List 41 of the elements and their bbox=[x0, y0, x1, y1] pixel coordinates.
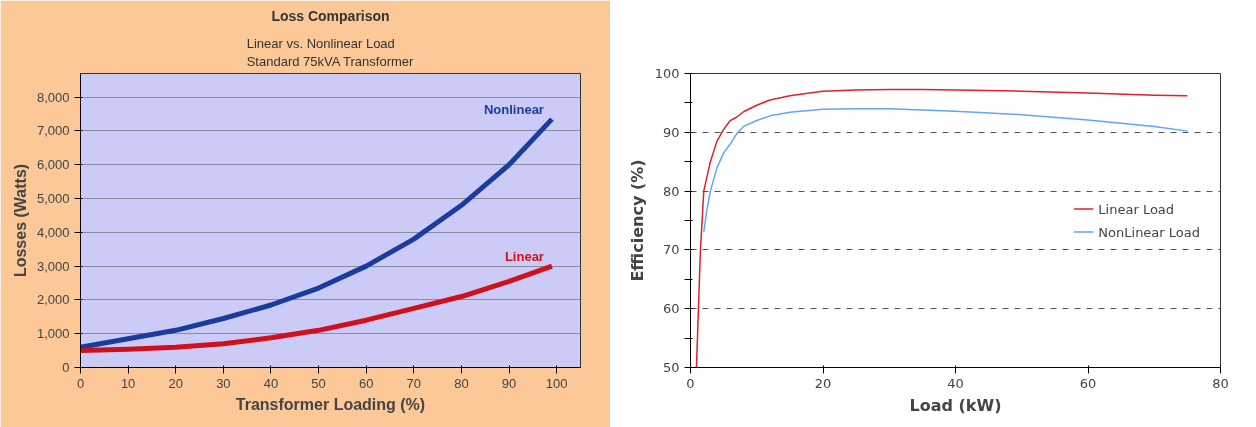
y-tick-label: 5,000 bbox=[36, 191, 70, 207]
x-tick-label: 90 bbox=[501, 375, 517, 391]
y-tick-label: 3,000 bbox=[36, 258, 70, 274]
legend-label: Linear Load bbox=[1098, 201, 1175, 216]
y-tick-label: 8,000 bbox=[36, 89, 70, 105]
y-tick-label: 90 bbox=[662, 124, 680, 140]
x-axis-title: Transformer Loading (%) bbox=[235, 395, 426, 413]
x-tick-label: 60 bbox=[1079, 375, 1097, 391]
y-tick-label: 70 bbox=[662, 242, 680, 258]
series-label: Nonlinear bbox=[483, 102, 544, 118]
y-tick-label: 80 bbox=[662, 183, 680, 199]
x-tick-label: 30 bbox=[216, 375, 231, 391]
x-tick-label: 100 bbox=[545, 375, 568, 391]
y-axis-title: Losses (Watts) bbox=[11, 163, 29, 278]
legend-label: NonLinear Load bbox=[1098, 224, 1200, 239]
x-tick-label: 50 bbox=[311, 375, 326, 391]
x-tick-label: 20 bbox=[168, 375, 183, 391]
x-tick-label: 20 bbox=[814, 375, 832, 391]
y-tick-label: 1,000 bbox=[36, 326, 70, 342]
chart-title: Loss Comparison bbox=[271, 7, 390, 24]
y-axis-title: Efficiency (%) bbox=[627, 159, 647, 282]
x-tick-label: 40 bbox=[263, 375, 279, 391]
x-tick-label: 80 bbox=[454, 375, 469, 391]
y-tick-label: 4,000 bbox=[36, 224, 70, 240]
x-tick-label: 60 bbox=[358, 375, 374, 391]
chart-subtitle: Linear vs. Nonlinear Load Standard 75kVA Transformer bbox=[246, 35, 415, 69]
y-tick-label: 60 bbox=[662, 301, 680, 317]
y-tick-label: 0 bbox=[62, 360, 70, 375]
x-tick-label: 70 bbox=[406, 375, 422, 391]
y-tick-label: 6,000 bbox=[36, 157, 70, 173]
x-tick-label: 0 bbox=[686, 375, 695, 391]
x-tick-label: 40 bbox=[947, 375, 964, 391]
y-tick-label: 100 bbox=[654, 66, 680, 81]
y-tick-label: 50 bbox=[662, 360, 680, 375]
x-tick-label: 0 bbox=[76, 375, 85, 391]
series-label: Linear bbox=[504, 249, 544, 265]
x-tick-label: 10 bbox=[120, 375, 136, 391]
x-axis-title: Load (kW) bbox=[909, 395, 1002, 415]
y-tick-label: 2,000 bbox=[36, 292, 70, 308]
x-tick-label: 80 bbox=[1212, 375, 1229, 391]
y-tick-label: 7,000 bbox=[36, 123, 70, 139]
